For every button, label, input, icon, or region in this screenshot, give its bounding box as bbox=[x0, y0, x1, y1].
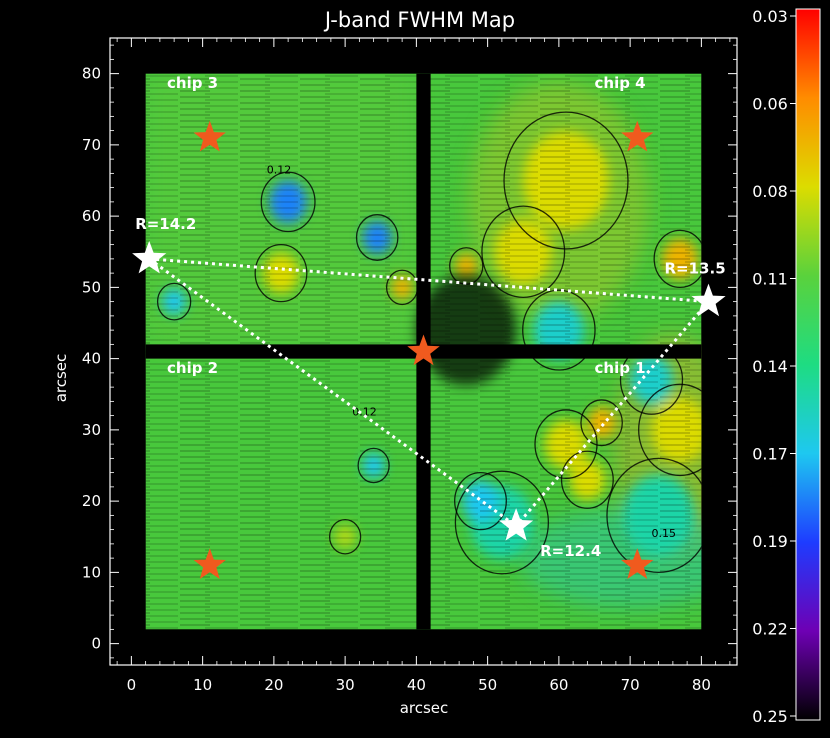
x-tick-label: 20 bbox=[264, 676, 283, 694]
colorbar-tick-label: 0.22 bbox=[752, 620, 788, 639]
y-tick-label: 20 bbox=[82, 492, 101, 510]
reference-star-label: R=13.5 bbox=[665, 260, 726, 278]
reference-star-label: R=12.4 bbox=[540, 542, 601, 560]
guide-star-marker bbox=[193, 548, 226, 579]
reference-star-marker bbox=[691, 283, 726, 317]
chip-label: chip 2 bbox=[167, 359, 218, 377]
chip-label: chip 4 bbox=[595, 74, 646, 92]
y-tick-label: 50 bbox=[82, 278, 101, 296]
x-tick-label: 70 bbox=[621, 676, 640, 694]
colorbar-bar bbox=[795, 8, 821, 721]
chip-label: chip 3 bbox=[167, 74, 218, 92]
guide-star-marker bbox=[407, 334, 440, 366]
colorbar-tick-label: 0.06 bbox=[752, 95, 788, 114]
reference-star-label: R=14.2 bbox=[135, 215, 196, 233]
y-tick-label: 0 bbox=[91, 635, 101, 653]
dark-core-region bbox=[416, 275, 517, 386]
colorbar-tick-label: 0.25 bbox=[752, 707, 788, 726]
x-tick-label: 0 bbox=[127, 676, 137, 694]
x-tick-label: 40 bbox=[407, 676, 426, 694]
chart-title: J-band FWHM Map bbox=[323, 8, 515, 32]
contour-label: 0.12 bbox=[267, 163, 292, 176]
fwhm-heatmap bbox=[145, 73, 702, 630]
x-tick-label: 30 bbox=[336, 676, 355, 694]
colorbar-tick-label: 0.17 bbox=[752, 445, 788, 464]
chip-label: chip 1 bbox=[595, 359, 646, 377]
x-tick-label: 80 bbox=[692, 676, 711, 694]
x-tick-label: 10 bbox=[193, 676, 212, 694]
colorbar: 0.03 0.06 0.08 0.11 0.14 0.17 0.19 0.22 0.25 bbox=[752, 7, 821, 726]
contour-label: 0.12 bbox=[352, 406, 377, 419]
colorbar-tick-label: 0.08 bbox=[752, 182, 788, 201]
y-tick-label: 10 bbox=[82, 563, 101, 581]
reference-line bbox=[514, 300, 710, 528]
guide-star-marker bbox=[621, 120, 654, 152]
colorbar-tick-label: 0.14 bbox=[752, 357, 788, 376]
reference-star-marker bbox=[132, 240, 167, 274]
y-axis-label: arcsec bbox=[52, 354, 70, 403]
y-tick-label: 40 bbox=[82, 350, 101, 368]
y-tick-label: 70 bbox=[82, 136, 101, 154]
guide-star-marker bbox=[621, 548, 654, 579]
contour-label: 0.15 bbox=[652, 527, 677, 540]
annotations: chip 3 chip 4 chip 2 chip 1 0.12 0.12 0.15 R=14… bbox=[132, 74, 726, 579]
reference-star-marker bbox=[499, 508, 534, 541]
guide-star-marker bbox=[193, 120, 226, 152]
x-tick-label: 60 bbox=[549, 676, 568, 694]
x-axis-label: arcsec bbox=[400, 699, 449, 717]
plot-axes: 0 10 20 30 40 50 60 70 80 0 10 20 30 40 50 60 70 80 bbox=[82, 37, 738, 694]
y-tick-label: 60 bbox=[82, 207, 101, 225]
y-tick-label: 30 bbox=[82, 421, 101, 439]
reference-line bbox=[148, 257, 518, 528]
colorbar-tick-label: 0.11 bbox=[752, 270, 788, 289]
plot-frame bbox=[109, 37, 738, 666]
y-tick-label: 80 bbox=[82, 65, 101, 83]
colorbar-tick-label: 0.03 bbox=[752, 7, 788, 26]
x-tick-label: 50 bbox=[478, 676, 497, 694]
reference-line bbox=[149, 257, 709, 304]
colorbar-tick-label: 0.19 bbox=[752, 532, 788, 551]
